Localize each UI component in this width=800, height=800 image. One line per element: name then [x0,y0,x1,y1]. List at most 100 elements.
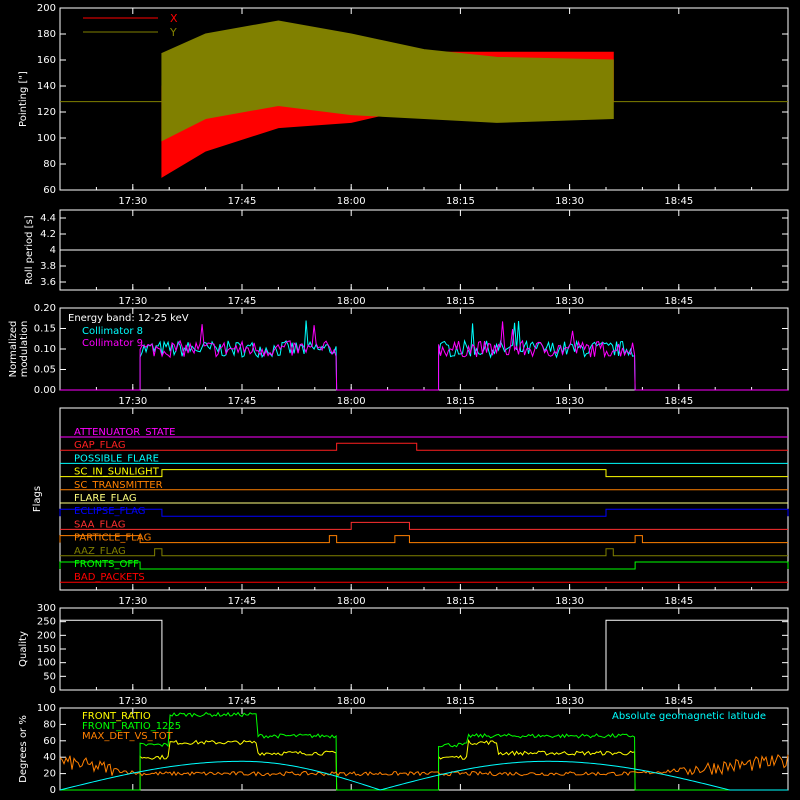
flag-line-fronts-off [59,561,789,570]
y-tick-label: 250 [37,617,56,628]
x-tick-label: 18:00 [337,596,366,607]
flags-panel: 17:30 17:45 18:00 18:15 18:30 18:45 Flags ATTEN… [32,407,789,607]
y-tick-label: 100 [37,703,56,714]
geomagnetic-latitude-line [59,760,788,791]
x-tick-label: 18:15 [446,396,475,407]
flag-label: GAP_FLAG [74,440,126,451]
front-ratio-1225-line [60,711,788,791]
y-tick-label: 180 [37,29,56,40]
flag-label: ECLIPSE_FLAG [74,506,145,517]
y-tick-label: 140 [37,81,56,92]
legend-label: FRONT_RATIO_1225 [82,721,181,732]
y-tick-label: 150 [37,644,56,655]
flag-label: SC_IN_SUNLIGHT [74,467,160,478]
y-axis-label: Pointing ["] [18,71,29,127]
x-tick-label: 18:00 [337,296,366,307]
x-tick-label: 18:30 [555,596,584,607]
flag-line-saa-flag [60,521,788,530]
y-axis-label: Degrees or % [18,715,29,783]
flag-label: FRONTS_OFF [74,559,139,570]
y-tick-label: 4.4 [40,213,56,224]
x-tick-label: 18:15 [446,196,475,207]
y-axis-label: Flags [32,486,43,512]
y-tick-label: 0.10 [34,344,56,355]
y-axis-label: Quality [18,631,29,667]
x-tick-label: 17:30 [118,696,147,707]
front-ratio-line [60,739,788,791]
y-tick-label: 0 [50,785,56,796]
y-tick-label: 300 [37,603,56,614]
x-tick-label: 18:15 [446,596,475,607]
y-tick-label: 3.6 [40,277,56,288]
flag-label: PARTICLE_FLAG [74,533,151,544]
x-tick-label: 17:45 [228,696,257,707]
y-axis-label: Roll period [s] [24,215,35,284]
flag-label: BAD_PACKETS [74,572,145,583]
x-tick-label: 18:45 [664,196,693,207]
y-tick-label: 120 [37,107,56,118]
geomagnetic-latitude-annotation: Absolute geomagnetic latitude [612,711,766,722]
y-tick-label: 80 [43,159,56,170]
x-tick-label: 18:45 [664,696,693,707]
x-tick-label: 17:45 [228,396,257,407]
x-tick-label: 18:15 [446,296,475,307]
flag-label: ATTENUATOR_STATE [74,427,175,438]
y-axis-label: Normalizedmodulation [8,321,30,378]
ratios-panel: 0 20 40 60 80 100 Degrees or % FRONT_RATIOFRONT… [18,703,789,796]
y-tick-label: 3.8 [40,261,56,272]
series-collimator-8-line [60,320,788,391]
x-tick-label: 18:30 [555,396,584,407]
x-tick-label: 18:45 [664,596,693,607]
flag-line-particle-flag [59,535,788,544]
y-tick-label: 0.15 [34,324,56,335]
flag-line-eclipse-flag [59,508,789,517]
y-tick-label: 0.05 [34,365,56,376]
x-tick-label: 17:30 [118,296,147,307]
flag-label: SAA_FLAG [74,519,125,530]
y-tick-label: 4 [50,245,56,256]
series-y-band [161,20,614,142]
roll-period-panel: 3.6 3.8 4 4.2 4.4 17:30 17:45 18:00 18:15 18:30 18… [24,209,789,307]
flag-label: AAZ_FLAG [74,546,126,557]
y-tick-label: 60 [43,185,56,196]
y-tick-label: 40 [43,752,56,763]
legend-label: MAX_DET_VS_TOT [82,731,174,742]
modulation-panel: 0.00 0.05 0.10 0.15 0.20 17:30 17:45 18:00 18:15… [8,303,789,407]
y-tick-label: 200 [37,630,56,641]
flag-label: POSSIBLE_FLARE [74,453,159,464]
y-tick-label: 20 [43,769,56,780]
y-tick-label: 200 [37,3,56,14]
max-det-vs-tot-line [59,753,789,777]
x-tick-label: 17:30 [118,396,147,407]
x-tick-label: 17:45 [228,196,257,207]
y-tick-label: 100 [37,133,56,144]
pointing-panel: 60 80 100 120 140 160 180 200 17:30 17:45 18:00 18:… [18,3,789,207]
x-tick-label: 18:45 [664,396,693,407]
x-tick-label: 18:00 [337,196,366,207]
energy-band-annotation: Energy band: 12-25 keV [68,313,189,324]
y-tick-label: 4.2 [40,229,56,240]
legend-label: FRONT_RATIO [82,711,151,722]
x-tick-label: 18:30 [555,296,584,307]
legend-label: Y [169,26,177,39]
y-tick-label: 160 [37,55,56,66]
flag-label: SC_TRANSMITTER [74,480,163,491]
legend-label: Collimator 9 [82,338,143,349]
y-tick-label: 80 [43,719,56,730]
legend-label: X [170,12,178,25]
x-tick-label: 18:30 [555,196,584,207]
series-collimator-9-line [60,321,788,391]
quality-panel: 0 50 100 150 200 250 300 17:30 17:45 18:00 18:15 18… [18,603,789,707]
quality-line [60,619,788,691]
x-tick-label: 18:15 [446,696,475,707]
legend-label: Collimator 8 [82,326,143,337]
y-tick-label: 0 [50,685,56,696]
x-tick-label: 17:45 [228,596,257,607]
x-tick-label: 17:45 [228,296,257,307]
x-tick-label: 18:00 [337,396,366,407]
flag-line-aaz-flag [60,548,788,557]
y-tick-label: 0.20 [34,303,56,314]
flag-label: FLARE_FLAG [74,493,137,504]
y-tick-label: 50 [43,671,56,682]
